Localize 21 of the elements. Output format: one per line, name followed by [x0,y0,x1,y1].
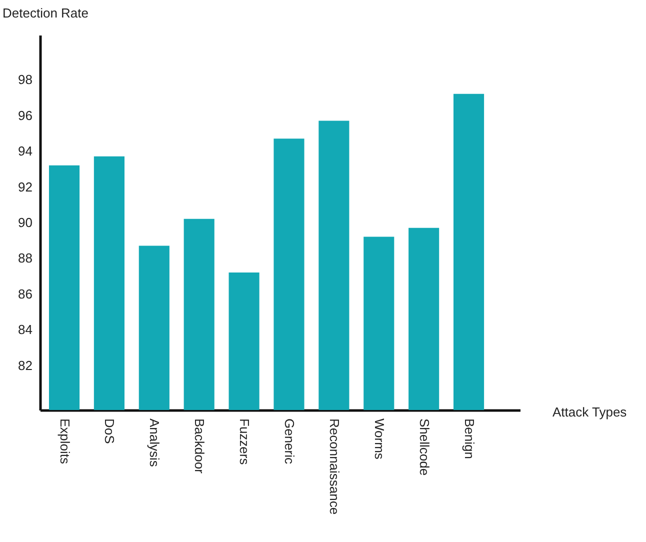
y-tick-label: 94 [18,144,32,159]
y-tick-label: 96 [18,108,32,123]
x-tick-label: Analysis [147,418,162,468]
y-axis-title: Detection Rate [2,6,88,20]
x-tick-label: Backdoor [192,418,208,474]
y-tick-label: 82 [18,358,32,373]
x-tick-label: Worms [372,418,387,460]
y-tick-label: 86 [18,286,32,302]
y-tick-label: 90 [18,215,32,230]
y-tick-label: 98 [18,72,32,88]
x-tick-label: Generic [282,418,297,465]
y-tick-label: 84 [18,322,32,338]
x-tick-label: Fuzzers [237,418,252,466]
y-tick-label: 88 [18,250,32,266]
y-tick-label: 92 [18,179,32,194]
x-tick-label: DoS [102,418,118,444]
x-tick-label: Shellcode [416,418,432,476]
x-axis-title: Attack Types [552,404,628,420]
x-tick-label: Exploits [57,418,72,465]
x-tick-label: Benign [462,418,477,459]
x-tick-label: Reconnaissance [326,418,342,515]
